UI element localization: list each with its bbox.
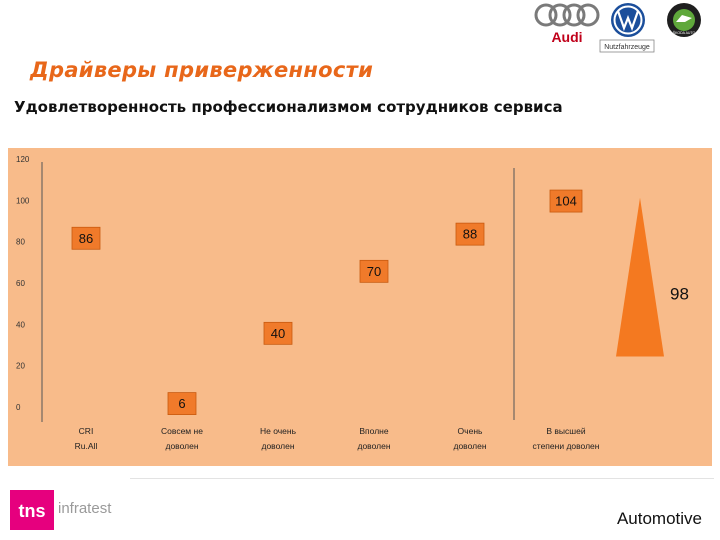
value-label-box <box>359 259 389 283</box>
x-category-label: Не очень <box>260 426 297 436</box>
y-tick-label: 80 <box>16 238 25 247</box>
vw-nutzfahrzeuge-logo: Nutzfahrzeuge <box>599 39 655 53</box>
chart: 0 20 40 60 80 100 120 CRI Ru.All 86 Совсем не довол… <box>8 148 712 466</box>
footer-segment-label: Automotive <box>616 509 702 528</box>
y-tick-label: 100 <box>16 196 30 205</box>
value-label: 86 <box>79 231 93 246</box>
x-category-label: доволен <box>261 441 294 451</box>
x-category-label: Очень <box>458 426 483 436</box>
audi-logo: Audi <box>534 3 600 45</box>
x-category-label: В высшей <box>546 426 585 436</box>
x-category-label: Вполне <box>359 426 388 436</box>
value-label-box <box>263 321 293 345</box>
value-label: 6 <box>178 396 185 411</box>
x-category-label: доволен <box>453 441 486 451</box>
y-tick-label: 0 <box>16 403 21 412</box>
value-label: 70 <box>367 264 381 279</box>
y-tick-label: 20 <box>16 362 25 371</box>
x-category-label: Ru.All <box>75 441 98 451</box>
value-label-box <box>455 222 485 246</box>
tns-logo-square <box>10 490 54 530</box>
page-title: Драйверы приверженности <box>30 58 374 82</box>
brand-logos: Audi Nutzfahrzeuge ŠKODA AUTO <box>534 3 701 53</box>
y-tick-label: 120 <box>16 155 30 164</box>
value-label: 40 <box>271 326 285 341</box>
value-label-box <box>167 392 197 416</box>
x-category-label: доволен <box>357 441 390 451</box>
footer-divider <box>130 478 714 479</box>
value-label: 104 <box>555 194 577 209</box>
value-label-box <box>549 189 583 213</box>
side-indicator-triangle <box>616 197 664 357</box>
y-tick-label: 60 <box>16 279 25 288</box>
volkswagen-logo <box>611 3 645 37</box>
skoda-logo-text: ŠKODA AUTO <box>673 30 696 35</box>
value-label: 88 <box>463 227 477 242</box>
x-category-label: степени доволен <box>533 441 600 451</box>
skoda-logo: ŠKODA AUTO <box>667 3 701 37</box>
chart-svg: 0 20 40 60 80 100 120 CRI Ru.All 86 Совсем не довол… <box>8 148 712 466</box>
tns-infratest-text: infratest <box>58 500 112 517</box>
value-label-box <box>71 226 101 250</box>
chart-background <box>8 148 712 466</box>
side-indicator-label: 98 <box>670 284 689 303</box>
tns-logo: tns <box>10 490 54 530</box>
x-category-label: Совсем не <box>161 426 203 436</box>
chart-subtitle: Удовлетворенность профессионализмом сотр… <box>14 98 563 116</box>
x-category-label: доволен <box>165 441 198 451</box>
audi-logo-text: Audi <box>551 29 582 45</box>
vw-nutzfahrzeuge-text: Nutzfahrzeuge <box>604 44 650 51</box>
tns-logo-text: tns <box>19 501 46 521</box>
y-tick-label: 40 <box>16 320 25 329</box>
x-category-label: CRI <box>79 426 94 436</box>
